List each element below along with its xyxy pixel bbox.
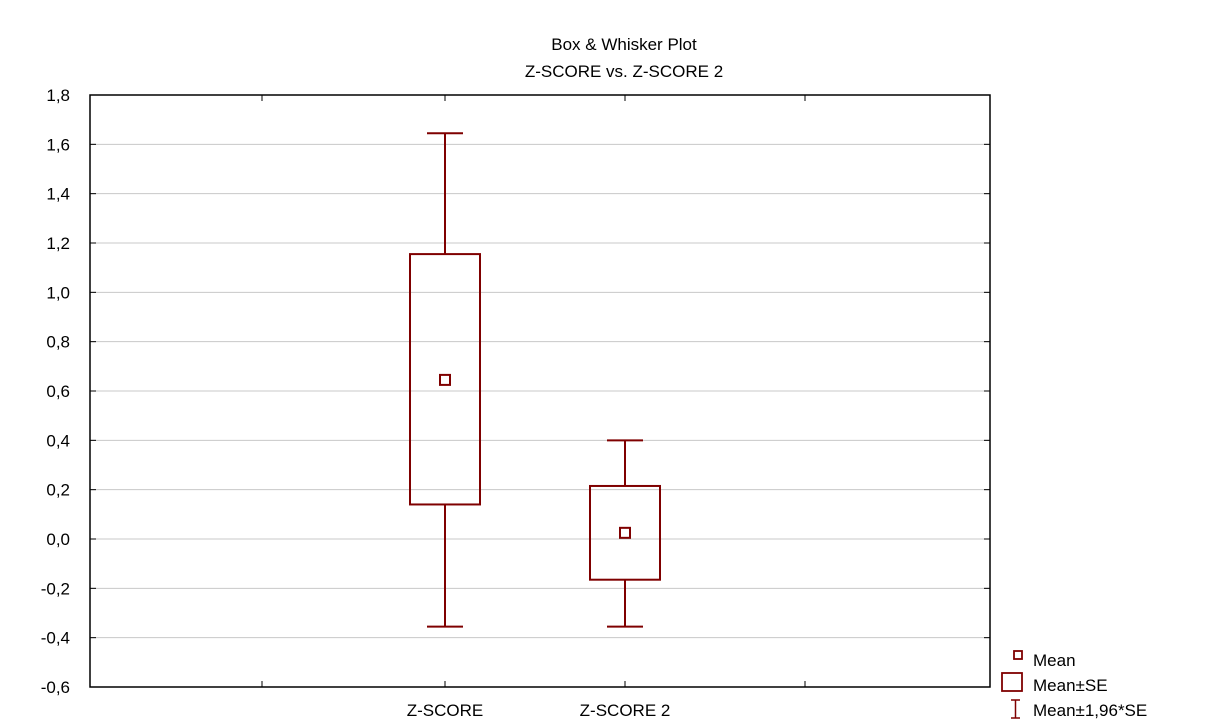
x-axis: Z-SCORE Z-SCORE 2 bbox=[261, 95, 806, 720]
mean-marker bbox=[619, 526, 631, 539]
mean-marker bbox=[439, 373, 451, 386]
y-tick-label: 0,6 bbox=[46, 382, 70, 401]
chart-title: Box & Whisker Plot bbox=[551, 35, 697, 54]
legend-mean-icon bbox=[1013, 650, 1023, 660]
legend-item: Mean±SE bbox=[1001, 672, 1108, 695]
y-tick-label: 1,2 bbox=[46, 234, 70, 253]
y-axis: 1,8 1,6 1,4 1,2 1,0 0,8 0,6 0,4 0,2 0,0 -0,2 -0,4 -0… bbox=[41, 86, 990, 697]
y-tick-label: 1,6 bbox=[46, 135, 70, 154]
chart-subtitle: Z-SCORE vs. Z-SCORE 2 bbox=[525, 62, 723, 81]
y-tick-label: -0,4 bbox=[41, 629, 70, 648]
y-tick-label: 1,0 bbox=[46, 283, 70, 302]
y-tick-label: 0,4 bbox=[46, 431, 70, 450]
box-group bbox=[589, 439, 661, 628]
legend-label: Mean±SE bbox=[1033, 676, 1108, 695]
legend-item: Mean bbox=[1013, 650, 1076, 670]
y-tick-label: 1,4 bbox=[46, 185, 70, 204]
plot-frame bbox=[89, 94, 991, 688]
plot-marks bbox=[409, 132, 661, 628]
legend: Mean Mean±SE Mean±1,96*SE bbox=[1001, 650, 1147, 720]
x-tick-label: Z-SCORE 2 bbox=[580, 701, 671, 720]
box-group bbox=[409, 132, 481, 628]
y-tick-label: 0,8 bbox=[46, 333, 70, 352]
legend-label: Mean±1,96*SE bbox=[1033, 701, 1147, 720]
legend-item: Mean±1,96*SE bbox=[1011, 699, 1147, 720]
se-box bbox=[589, 484, 661, 581]
y-tick-label: 0,0 bbox=[46, 530, 70, 549]
x-tick-label: Z-SCORE bbox=[407, 701, 484, 720]
legend-box-icon bbox=[1001, 672, 1023, 692]
grid-lines bbox=[90, 143, 990, 639]
se-box bbox=[409, 253, 481, 506]
y-tick-label: 1,8 bbox=[46, 86, 70, 105]
legend-label: Mean bbox=[1033, 651, 1076, 670]
y-tick-label: 0,2 bbox=[46, 481, 70, 500]
y-tick-label: -0,2 bbox=[41, 579, 70, 598]
y-tick-label: -0,6 bbox=[41, 678, 70, 697]
